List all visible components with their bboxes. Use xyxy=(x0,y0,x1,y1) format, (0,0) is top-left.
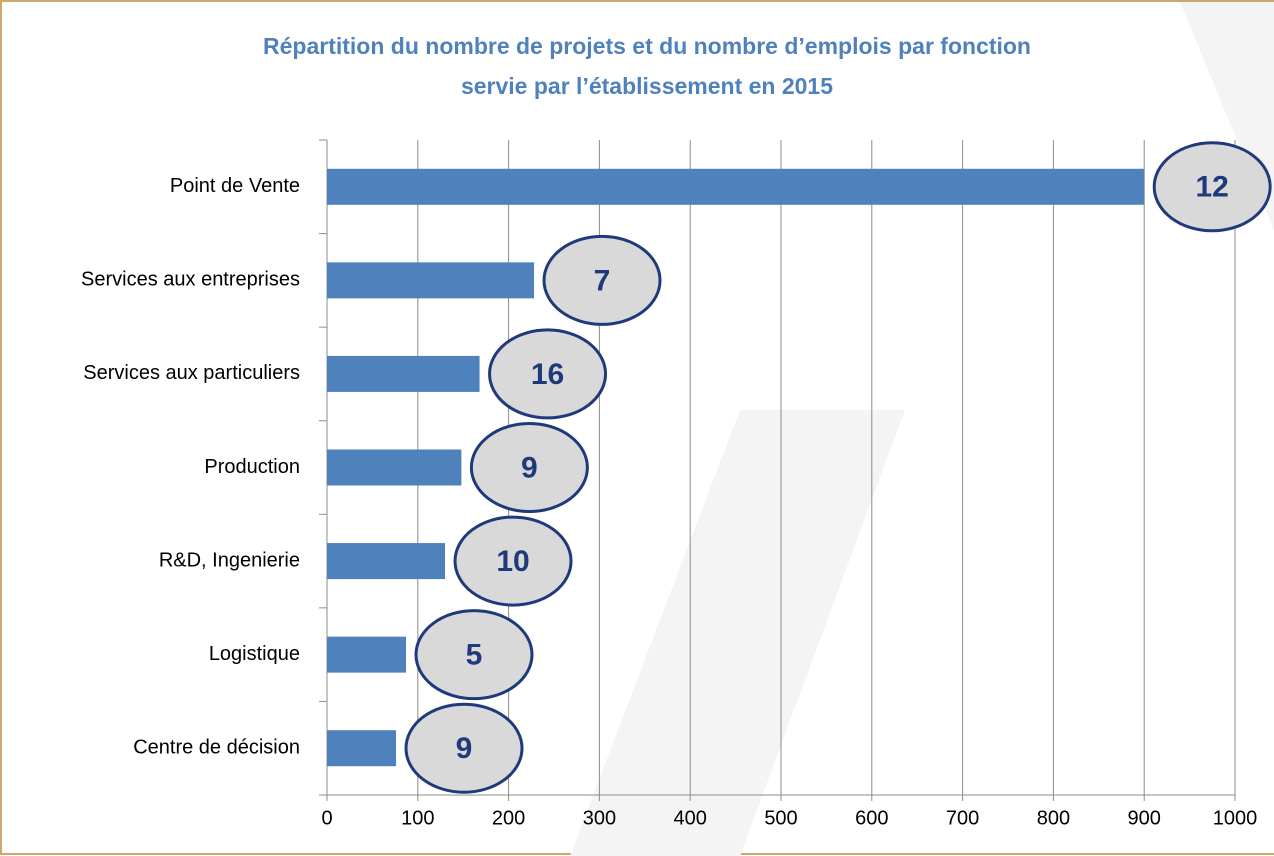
project-count: 9 xyxy=(521,451,538,484)
project-badge xyxy=(453,515,573,607)
x-tick-label: 800 xyxy=(1037,807,1070,829)
y-tick-label: Centre de décision xyxy=(133,736,300,758)
bar xyxy=(327,355,480,392)
watermark xyxy=(570,410,905,856)
project-count: 12 xyxy=(1196,171,1229,204)
project-count: 10 xyxy=(496,545,529,578)
project-badge xyxy=(542,234,662,326)
bar xyxy=(327,262,535,299)
x-tick-label: 100 xyxy=(401,807,434,829)
x-tick-label: 500 xyxy=(764,807,797,829)
bar xyxy=(327,543,446,580)
project-badge xyxy=(414,609,534,701)
project-badge xyxy=(1152,141,1272,233)
x-tick-label: 1000 xyxy=(1213,807,1258,829)
chart-title: servie par l’établissement en 2015 xyxy=(461,73,833,99)
y-tick-label: Services aux entreprises xyxy=(81,269,300,291)
x-tick-label: 0 xyxy=(321,807,332,829)
bar xyxy=(327,636,406,673)
bar xyxy=(327,730,397,767)
x-tick-label: 300 xyxy=(583,807,616,829)
y-tick-label: Services aux particuliers xyxy=(83,362,300,384)
x-tick-label: 900 xyxy=(1128,807,1161,829)
x-tick-label: 700 xyxy=(946,807,979,829)
y-tick-label: Logistique xyxy=(209,643,300,665)
project-badge xyxy=(488,328,608,420)
project-count: 9 xyxy=(456,732,473,765)
project-count: 5 xyxy=(466,639,483,672)
y-tick-label: R&D, Ingenierie xyxy=(159,549,300,571)
bar xyxy=(327,168,1145,205)
bar xyxy=(327,449,462,486)
y-tick-label: Point de Vente xyxy=(170,175,300,197)
x-tick-label: 400 xyxy=(674,807,707,829)
project-count: 7 xyxy=(594,264,611,297)
project-badge xyxy=(404,702,524,794)
chart-title: Répartition du nombre de projets et du n… xyxy=(263,33,1031,59)
project-count: 16 xyxy=(531,358,564,391)
x-tick-label: 600 xyxy=(855,807,888,829)
y-tick-label: Production xyxy=(204,456,300,478)
x-tick-label: 200 xyxy=(492,807,525,829)
project-badge xyxy=(469,422,589,513)
